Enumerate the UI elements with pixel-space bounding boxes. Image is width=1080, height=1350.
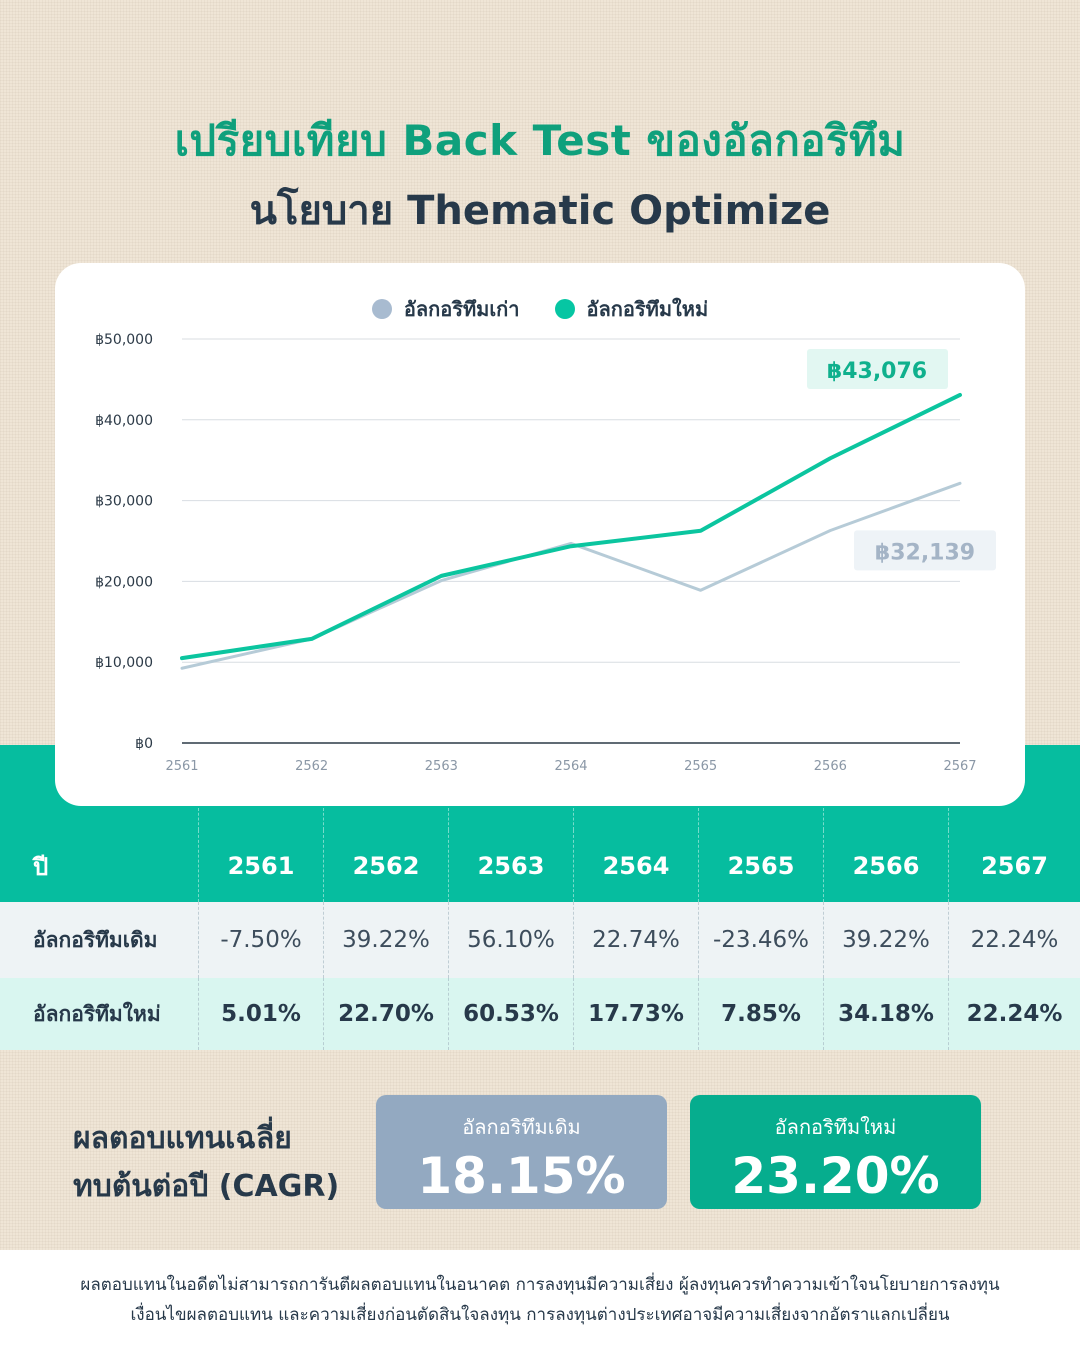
table-cell: 17.73% bbox=[573, 978, 698, 1050]
y-tick-label: ฿20,000 bbox=[95, 574, 153, 590]
column-divider bbox=[948, 808, 949, 830]
y-tick-label: ฿30,000 bbox=[95, 494, 153, 510]
legend-item-old: อัลกอริทึมเก่า bbox=[371, 293, 520, 325]
x-tick-label: 2567 bbox=[943, 759, 976, 774]
column-divider bbox=[448, 808, 449, 830]
table-row: อัลกอริทึมเดิม -7.50% 39.22% 56.10% 22.7… bbox=[0, 902, 1080, 978]
cagr-old-label: อัลกอริทึมเดิม bbox=[462, 1115, 581, 1139]
table-cell: 22.24% bbox=[948, 902, 1080, 978]
table-header-year: 2565 bbox=[698, 830, 823, 902]
x-tick-label: 2565 bbox=[684, 759, 717, 774]
table-cell: 5.01% bbox=[198, 978, 323, 1050]
cagr-label: ผลตอบแทนเฉลี่ย ทบต้นต่อปี (CAGR) bbox=[73, 1115, 339, 1211]
cagr-new-label: อัลกอริทึมใหม่ bbox=[774, 1115, 897, 1139]
table-header-row: ปี 2561 2562 2563 2564 2565 2566 2567 bbox=[0, 830, 1080, 902]
column-divider bbox=[698, 808, 699, 830]
table-header-year: 2563 bbox=[448, 830, 573, 902]
table-cell: 60.53% bbox=[448, 978, 573, 1050]
table-header-year: 2567 bbox=[948, 830, 1080, 902]
cagr-label-line1: ผลตอบแทนเฉลี่ย bbox=[73, 1121, 292, 1156]
table-cell: 39.22% bbox=[323, 902, 448, 978]
page-subtitle: นโยบาย Thematic Optimize bbox=[249, 188, 831, 234]
column-divider bbox=[823, 808, 824, 830]
table-header-year: 2562 bbox=[323, 830, 448, 902]
cagr-new-value: 23.20% bbox=[731, 1147, 940, 1205]
y-tick-label: ฿50,000 bbox=[95, 332, 153, 348]
column-divider bbox=[198, 808, 199, 830]
end-label-new-bg bbox=[807, 348, 948, 389]
cagr-label-line2: ทบต้นต่อปี (CAGR) bbox=[73, 1169, 340, 1204]
table-cell: -23.46% bbox=[698, 902, 823, 978]
row-label-old: อัลกอริทึมเดิม bbox=[33, 927, 158, 952]
legend-dot-old-icon bbox=[371, 299, 392, 319]
row-label-new: อัลกอริทึมใหม่ bbox=[33, 1001, 161, 1026]
table-cell: 39.22% bbox=[823, 902, 948, 978]
disclaimer-line2: เงื่อนไขผลตอบแทน และความเสี่ยงก่อนตัดสิน… bbox=[130, 1305, 950, 1325]
table-cell: 22.24% bbox=[948, 978, 1080, 1050]
x-tick-label: 2564 bbox=[554, 759, 587, 774]
cagr-box-old: อัลกอริทึมเดิม 18.15% bbox=[376, 1095, 667, 1209]
column-divider bbox=[323, 808, 324, 830]
series-line-new bbox=[180, 392, 962, 661]
cagr-box-new: อัลกอริทึมใหม่ 23.20% bbox=[690, 1095, 981, 1209]
table-header-year: 2564 bbox=[573, 830, 698, 902]
disclaimer-line1: ผลตอบแทนในอดีตไม่สามารถการันตีผลตอบแทนใน… bbox=[80, 1275, 1000, 1295]
table-cell: 7.85% bbox=[698, 978, 823, 1050]
end-label-old-bg bbox=[854, 530, 996, 571]
table-header-year: 2566 bbox=[823, 830, 948, 902]
disclaimer: ผลตอบแทนในอดีตไม่สามารถการันตีผลตอบแทนใน… bbox=[0, 1250, 1080, 1350]
line-chart: ฿0 ฿10,000 ฿20,000 ฿30,000 ฿40,000 ฿50,000 256… bbox=[95, 332, 996, 774]
column-divider bbox=[573, 808, 574, 830]
legend-dot-new-icon bbox=[554, 299, 575, 319]
x-tick-label: 2562 bbox=[295, 759, 328, 774]
legend-label-new: อัลกอริทึมใหม่ bbox=[586, 297, 709, 321]
table-row: อัลกอริทึมใหม่ 5.01% 22.70% 60.53% 17.73… bbox=[0, 978, 1080, 1050]
cagr-old-value: 18.15% bbox=[417, 1147, 626, 1205]
y-tick-label: ฿0 bbox=[135, 736, 153, 752]
legend-label-old: อัลกอริทึมเก่า bbox=[403, 297, 520, 321]
chart-card: อัลกอริทึมเก่า อัลกอริทึมใหม่ ฿0 ฿10,000 ฿… bbox=[55, 263, 1025, 806]
table-cell: 22.74% bbox=[573, 902, 698, 978]
table-cell: 56.10% bbox=[448, 902, 573, 978]
page-title: เปรียบเทียบ Back Test ของอัลกอริทึม bbox=[174, 116, 906, 165]
y-tick-label: ฿40,000 bbox=[95, 413, 153, 429]
table-cell: 34.18% bbox=[823, 978, 948, 1050]
legend-item-new: อัลกอริทึมใหม่ bbox=[554, 293, 709, 325]
table-cell: 22.70% bbox=[323, 978, 448, 1050]
x-tick-label: 2563 bbox=[425, 759, 458, 774]
x-tick-label: 2566 bbox=[814, 759, 847, 774]
table-cell: -7.50% bbox=[198, 902, 323, 978]
table-header-year: 2561 bbox=[198, 830, 323, 902]
end-label-new: ฿43,076 bbox=[827, 359, 927, 384]
y-tick-label: ฿10,000 bbox=[95, 655, 153, 671]
x-tick-label: 2561 bbox=[165, 759, 198, 774]
chart-legend: อัลกอริทึมเก่า อัลกอริทึมใหม่ bbox=[55, 293, 1025, 325]
table-header-label: ปี bbox=[33, 852, 49, 881]
end-label-old: ฿32,139 bbox=[875, 540, 975, 565]
